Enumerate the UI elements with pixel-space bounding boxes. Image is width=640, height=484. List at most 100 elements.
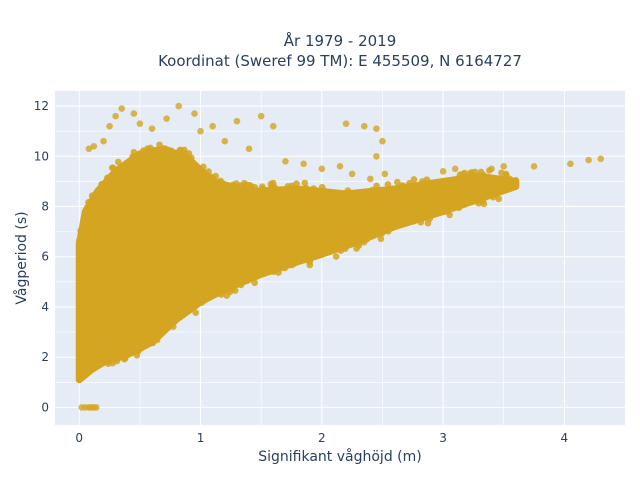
edge-point (77, 227, 84, 235)
data-point (130, 110, 138, 117)
edge-point (455, 204, 463, 212)
y-tick-label: 12 (34, 99, 49, 113)
data-point (92, 404, 100, 411)
x-tick-label: 0 (75, 431, 83, 445)
data-point (342, 120, 350, 127)
x-tick-label: 4 (561, 431, 569, 445)
edge-point (243, 277, 251, 285)
edge-point (474, 196, 482, 203)
edge-point (461, 169, 468, 177)
edge-point (424, 219, 432, 227)
edge-point (369, 186, 376, 194)
edge-point (108, 164, 116, 172)
data-point (245, 145, 253, 153)
chart-title-line-2: Koordinat (Sweref 99 TM): E 455509, N 61… (158, 52, 522, 70)
y-tick-label: 0 (41, 400, 49, 414)
edge-point (115, 165, 122, 173)
data-point (112, 112, 119, 120)
edge-point (268, 267, 276, 275)
data-point (318, 165, 326, 173)
edge-point (200, 163, 207, 171)
edge-point (489, 193, 497, 201)
sparse-points (78, 102, 605, 411)
edge-point (399, 182, 406, 189)
edge-point (336, 245, 343, 253)
edge-point (156, 141, 163, 149)
edge-point (243, 181, 250, 189)
edge-point (341, 245, 349, 252)
y-axis-title: Vågperiod (s) (13, 211, 30, 304)
edge-point (237, 281, 245, 289)
edge-point (140, 147, 147, 154)
edge-point (453, 175, 461, 182)
data-point (106, 122, 113, 130)
y-tick-label: 4 (41, 300, 49, 314)
edge-point (373, 182, 380, 190)
edge-point (105, 360, 112, 368)
edge-point (205, 168, 212, 175)
data-point (221, 137, 229, 145)
data-point (136, 120, 144, 127)
x-tick-label: 2 (318, 431, 326, 445)
edge-point (318, 183, 326, 191)
y-tick-label: 8 (41, 200, 49, 214)
x-tick-label: 1 (197, 431, 205, 445)
edge-point (113, 357, 121, 365)
edge-point (133, 352, 141, 359)
edge-point (251, 279, 258, 287)
edge-point (311, 253, 319, 260)
data-point (148, 125, 156, 132)
edge-point (87, 197, 95, 205)
edge-point (167, 147, 175, 154)
edge-point (410, 218, 417, 225)
edge-point (215, 289, 223, 296)
edge-point (275, 269, 282, 276)
edge-point (153, 336, 161, 344)
edge-point (466, 170, 473, 177)
y-tick-label: 2 (41, 350, 49, 364)
edge-point (180, 146, 188, 154)
edge-point (353, 245, 360, 252)
edge-point (384, 181, 392, 188)
edge-point (207, 173, 215, 181)
edge-point (281, 264, 289, 272)
edge-point (477, 168, 485, 176)
edge-point (495, 195, 503, 203)
data-point (530, 163, 538, 170)
data-point (373, 152, 380, 160)
data-point (85, 404, 93, 411)
data-point (118, 105, 126, 112)
edge-point (378, 230, 386, 237)
edge-point (300, 256, 308, 264)
edge-point (410, 176, 418, 183)
edge-point (344, 187, 352, 194)
edge-point (129, 153, 136, 160)
data-point (282, 158, 289, 165)
edge-point (114, 158, 122, 166)
data-point (585, 156, 592, 164)
data-point (300, 160, 307, 168)
edge-point (377, 235, 385, 243)
edge-point (98, 181, 105, 188)
edge-point (169, 323, 177, 331)
data-point (567, 160, 574, 168)
data-point (348, 170, 356, 178)
data-point (100, 137, 107, 145)
edge-point (446, 211, 453, 219)
y-tick-label: 6 (41, 250, 49, 264)
edge-point (301, 179, 309, 187)
data-point (90, 142, 98, 150)
data-point (379, 137, 386, 145)
data-point (85, 145, 93, 153)
data-point (597, 155, 605, 163)
data-point (175, 102, 183, 110)
dense-point-cloud (75, 141, 520, 384)
edge-point (406, 179, 413, 187)
data-point (500, 163, 508, 170)
x-axis-title: Signifikant våghöjd (m) (258, 448, 421, 465)
edge-point (288, 182, 296, 190)
edge-point (384, 226, 392, 233)
data-point (367, 175, 374, 183)
edge-point (219, 180, 226, 187)
